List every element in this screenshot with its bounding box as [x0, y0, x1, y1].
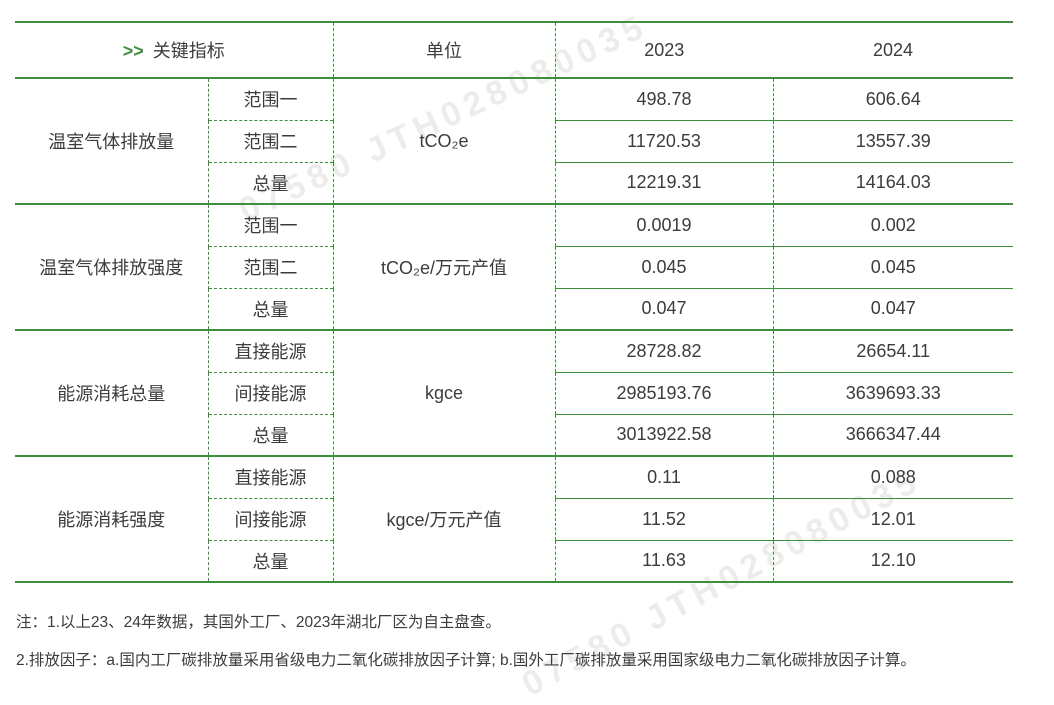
value-2024: 0.047: [772, 287, 1013, 331]
value-2023: 11720.53: [554, 119, 773, 162]
value-2023: 3013922.58: [554, 413, 773, 457]
sub-indicator-label: 总量: [207, 161, 334, 205]
sub-indicator-label: 总量: [207, 287, 334, 331]
indicator-group-name: 能源消耗强度: [15, 456, 208, 583]
value-2023: 0.11: [554, 456, 773, 498]
value-2023: 0.0019: [554, 204, 773, 246]
table-header-row: >> 关键指标 单位 2023 2024: [15, 21, 1013, 79]
value-2023: 0.045: [554, 245, 773, 288]
table-row: 温室气体排放量 范围一 tCO₂e 498.78 606.64: [15, 78, 1013, 205]
value-2023: 28728.82: [554, 330, 773, 372]
unit-cell: kgce: [333, 330, 556, 457]
value-2024: 0.088: [772, 456, 1013, 498]
unit-cell: kgce/万元产值: [333, 456, 556, 583]
value-2024: 3666347.44: [772, 413, 1013, 457]
table-row: 温室气体排放强度 范围一 tCO₂e/万元产值 0.0019 0.002: [15, 204, 1013, 331]
value-2023: 11.63: [554, 539, 773, 583]
table-row: 能源消耗强度 直接能源 kgce/万元产值 0.11 0.088: [15, 456, 1013, 583]
table-row: 总量 0.047 0.047: [15, 287, 1013, 331]
value-2023: 12219.31: [554, 161, 773, 205]
value-2023: 498.78: [554, 78, 773, 120]
value-2024: 14164.03: [772, 161, 1013, 205]
key-indicators-table: >> 关键指标 单位 2023 2024 温室气体排放量 范围一 tCO₂e 49…: [15, 21, 1013, 583]
table-row: 范围二 0.045 0.045: [15, 245, 1013, 288]
sub-indicator-label: 直接能源: [207, 330, 334, 372]
sub-indicator-label: 总量: [207, 539, 334, 583]
unit-cell: tCO₂e/万元产值: [333, 204, 556, 331]
sub-indicator-label: 总量: [207, 413, 334, 457]
table-row: 范围二 11720.53 13557.39: [15, 119, 1013, 162]
value-2023: 0.047: [554, 287, 773, 331]
sub-indicator-label: 间接能源: [207, 371, 334, 414]
header-year-2024: 2024: [773, 21, 1013, 79]
sub-indicator-label: 范围一: [207, 78, 334, 120]
table-row: 间接能源 2985193.76 3639693.33: [15, 371, 1013, 414]
value-2023: 11.52: [554, 497, 773, 540]
value-2024: 3639693.33: [772, 371, 1013, 414]
value-2024: 12.01: [772, 497, 1013, 540]
value-2024: 0.002: [772, 204, 1013, 246]
indicator-group-name: 温室气体排放强度: [15, 204, 208, 331]
footnote-line: 2.排放因子：a.国内工厂碳排放量采用省级电力二氧化碳排放因子计算; b.国外工…: [16, 652, 916, 669]
unit-cell: tCO₂e: [333, 78, 556, 205]
sub-indicator-label: 间接能源: [207, 497, 334, 540]
footnotes: 注：1.以上23、24年数据，其国外工厂、2023年湖北厂区为自主盘查。 2.排…: [16, 604, 916, 680]
double-chevron-icon: >>: [122, 41, 144, 61]
header-key-indicators-label: 关键指标: [152, 41, 225, 61]
value-2024: 13557.39: [772, 119, 1013, 162]
table-row: 总量 12219.31 14164.03: [15, 161, 1013, 205]
value-2024: 26654.11: [772, 330, 1013, 372]
value-2024: 0.045: [772, 245, 1013, 288]
header-key-indicators: >> 关键指标: [15, 21, 333, 79]
table-row: 总量 3013922.58 3666347.44: [15, 413, 1013, 457]
table-row: 总量 11.63 12.10: [15, 539, 1013, 583]
indicator-group-name: 温室气体排放量: [15, 78, 208, 205]
header-unit: 单位: [332, 21, 556, 79]
footnote-line: 注：1.以上23、24年数据，其国外工厂、2023年湖北厂区为自主盘查。: [16, 614, 501, 631]
sub-indicator-label: 范围一: [207, 204, 334, 246]
sub-indicator-label: 直接能源: [207, 456, 334, 498]
table-row: 能源消耗总量 直接能源 kgce 28728.82 26654.11: [15, 330, 1013, 457]
sub-indicator-label: 范围二: [207, 245, 334, 288]
table-row: 间接能源 11.52 12.01: [15, 497, 1013, 540]
indicator-group-name: 能源消耗总量: [15, 330, 208, 457]
report-page: 07580 JTH028080035 07580 JTH028080035 >>…: [15, 6, 1013, 704]
value-2024: 12.10: [772, 539, 1013, 583]
header-year-2023: 2023: [555, 21, 773, 79]
value-2024: 606.64: [772, 78, 1013, 120]
value-2023: 2985193.76: [554, 371, 773, 414]
sub-indicator-label: 范围二: [207, 119, 334, 162]
